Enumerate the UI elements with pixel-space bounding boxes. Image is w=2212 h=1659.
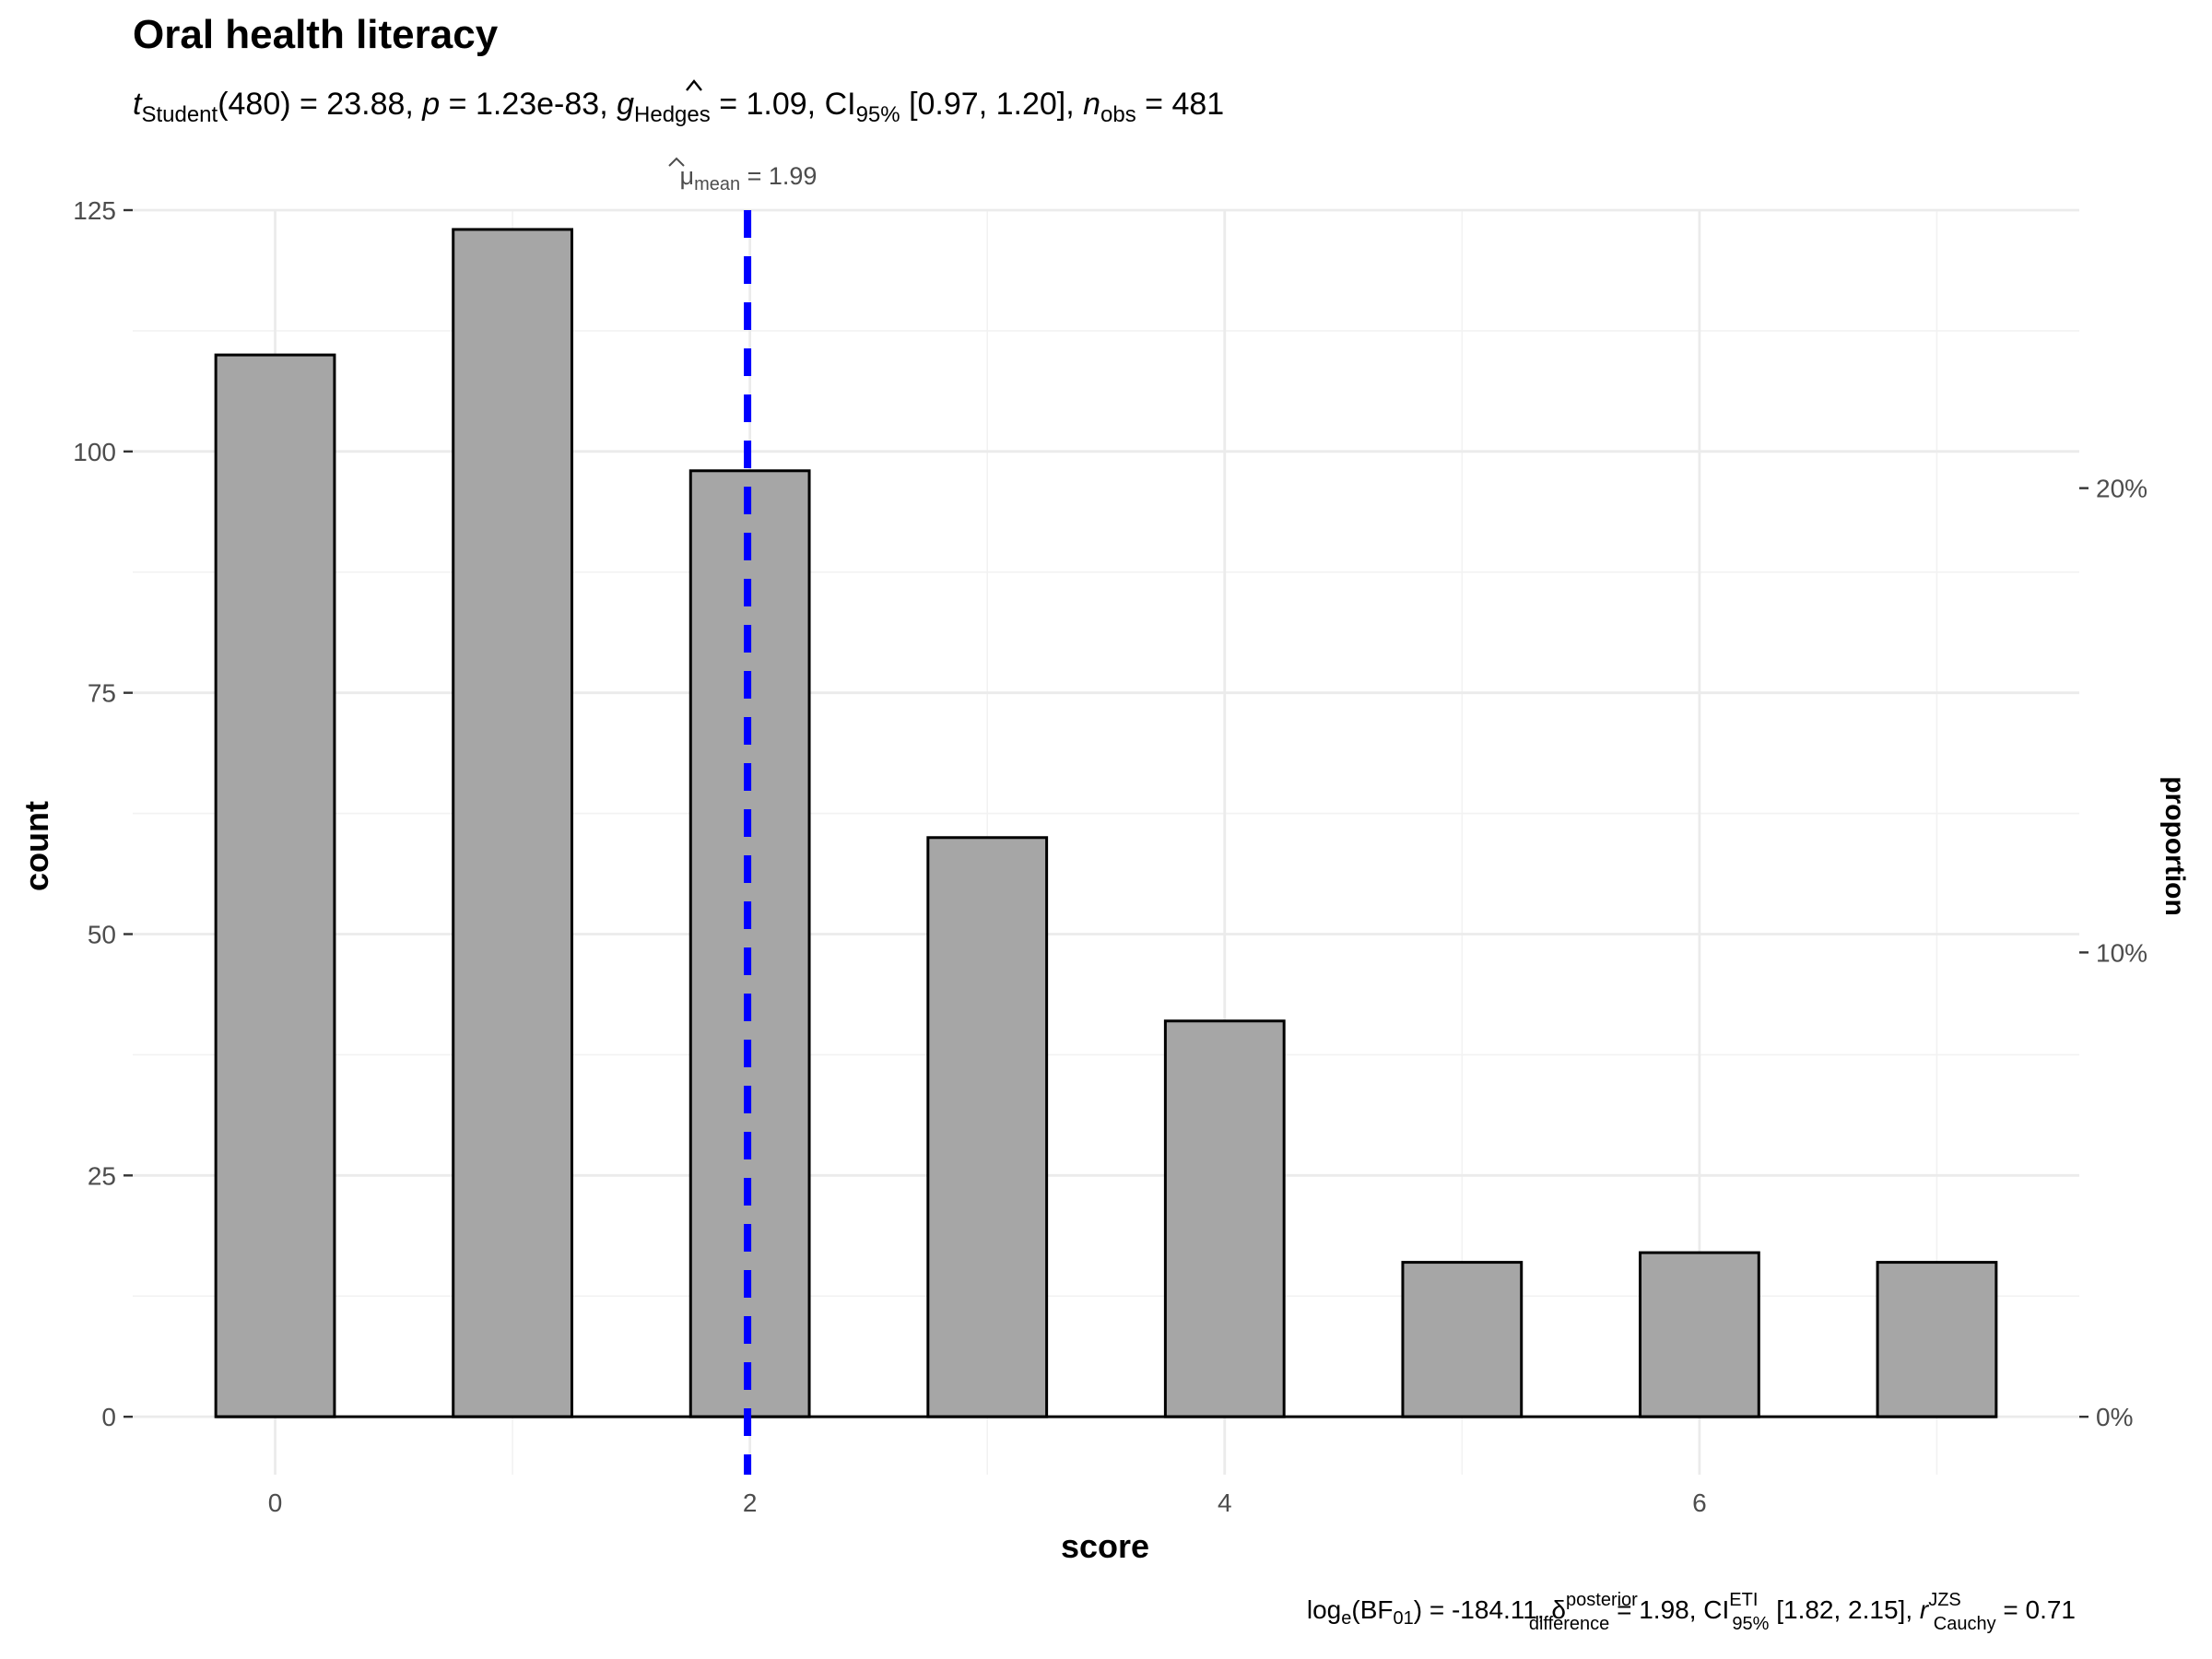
caption-bf-sub: e	[1341, 1608, 1351, 1629]
mean-annotation: μmean = 1.99	[680, 162, 818, 194]
caption-bf-value: ) = -184.11,	[1414, 1595, 1552, 1624]
subtitle-n-label: n	[1083, 87, 1100, 122]
subtitle-t-sub: Student	[141, 102, 218, 127]
subtitle-df: (480) = 23.88,	[218, 87, 422, 122]
caption-delta-label: δ	[1551, 1595, 1566, 1624]
caption-delta-value: = 1.98, CI	[1609, 1595, 1729, 1624]
chart-title: Oral health literacy	[133, 12, 499, 57]
histogram-bar	[926, 836, 1049, 1418]
caption-r-sub: Cauchy	[1934, 1614, 1996, 1634]
mean-annotation-sub: mean	[694, 174, 740, 194]
x-tick-label: 0	[268, 1488, 283, 1517]
grid-lines	[133, 208, 2079, 1475]
y-tick-label: 125	[73, 196, 116, 225]
y2-tick-label: 0%	[2096, 1403, 2133, 1431]
chart-subtitle: tStudent(480) = 23.88, p = 1.23e-83, gHe…	[133, 87, 1224, 127]
y-tick-label: 100	[73, 438, 116, 466]
subtitle-g-value: = 1.09, CI	[711, 87, 856, 122]
x-tick-label: 4	[1218, 1488, 1232, 1517]
axes: 0 25 50 75 100 125 0% 10% 20% 0 2 4 6	[73, 196, 2147, 1517]
histogram-bar	[452, 228, 573, 1418]
histogram-bar	[1876, 1261, 1998, 1418]
subtitle-ci-value: [0.97, 1.20],	[900, 87, 1083, 122]
subtitle-g-hat-icon	[686, 79, 702, 91]
caption-delta-sup: posterior	[1566, 1590, 1638, 1610]
subtitle-p-label: p	[421, 87, 440, 122]
caption-delta-sub: difference	[1529, 1614, 1609, 1634]
caption-r-sup: JZS	[1928, 1590, 1961, 1610]
chart-caption: loge(BF01) = -184.11, δposterior differen…	[1307, 1590, 2076, 1634]
histogram-bar	[214, 353, 336, 1418]
caption-ci-sup: ETI	[1729, 1590, 1758, 1610]
subtitle-ci-sub: 95%	[856, 102, 900, 127]
caption-bf-sub2: 01	[1393, 1608, 1413, 1629]
y-axis-label: count	[18, 801, 55, 891]
y-tick-label: 0	[101, 1403, 116, 1431]
y-tick-label: 75	[88, 679, 116, 708]
mean-annotation-value: = 1.99	[740, 162, 817, 190]
mean-annotation-mu: μ	[680, 162, 695, 190]
y2-tick-label: 10%	[2096, 938, 2147, 967]
bars	[214, 228, 1998, 1418]
histogram-bar	[1163, 1019, 1286, 1418]
histogram-bar	[1401, 1261, 1524, 1418]
caption-r-value: = 0.71	[1996, 1595, 2076, 1624]
mean-hat-icon	[668, 157, 685, 167]
caption-bf-mid: (BF	[1351, 1595, 1393, 1624]
x-tick-label: 2	[743, 1488, 758, 1517]
subtitle-n-value: = 481	[1136, 87, 1224, 122]
y-tick-label: 25	[88, 1161, 116, 1190]
subtitle-t-label: t	[133, 87, 143, 122]
caption-ci-sub: 95%	[1732, 1614, 1769, 1634]
caption-ci-value: [1.82, 2.15],	[1769, 1595, 1919, 1624]
y-tick-label: 50	[88, 920, 116, 948]
y2-tick-label: 20%	[2096, 475, 2147, 503]
subtitle-g-sub: Hedges	[634, 102, 711, 127]
x-axis-label: score	[1061, 1527, 1149, 1565]
caption-bf-label: log	[1307, 1595, 1341, 1624]
subtitle-p-value: = 1.23e-83,	[440, 87, 617, 122]
subtitle-n-sub: obs	[1100, 102, 1136, 127]
histogram-bar	[1639, 1251, 1760, 1418]
subtitle-g-label: g	[617, 87, 634, 122]
y2-axis-label: proportion	[2159, 776, 2190, 916]
caption-r-label: r	[1920, 1595, 1930, 1624]
x-tick-label: 6	[1692, 1488, 1707, 1517]
